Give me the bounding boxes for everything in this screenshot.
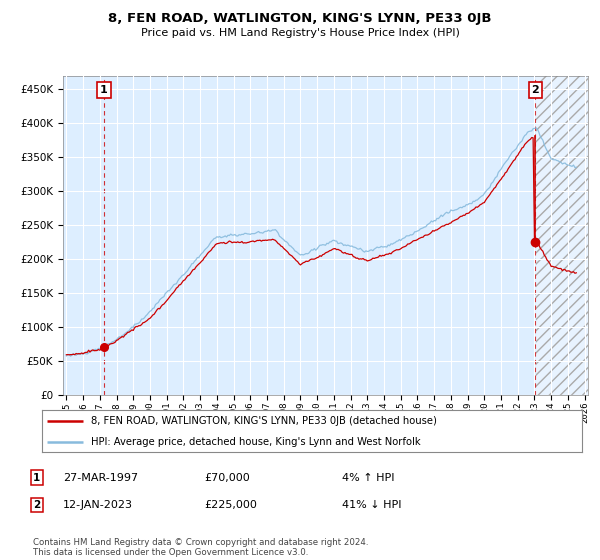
Text: Contains HM Land Registry data © Crown copyright and database right 2024.
This d: Contains HM Land Registry data © Crown c… bbox=[33, 538, 368, 557]
Text: 4% ↑ HPI: 4% ↑ HPI bbox=[342, 473, 395, 483]
Text: £70,000: £70,000 bbox=[204, 473, 250, 483]
Text: £225,000: £225,000 bbox=[204, 500, 257, 510]
Text: 1: 1 bbox=[33, 473, 40, 483]
Text: 41% ↓ HPI: 41% ↓ HPI bbox=[342, 500, 401, 510]
Text: 2: 2 bbox=[531, 85, 539, 95]
Text: 12-JAN-2023: 12-JAN-2023 bbox=[63, 500, 133, 510]
Text: 8, FEN ROAD, WATLINGTON, KING'S LYNN, PE33 0JB (detached house): 8, FEN ROAD, WATLINGTON, KING'S LYNN, PE… bbox=[91, 416, 436, 426]
Text: 1: 1 bbox=[100, 85, 108, 95]
Text: 8, FEN ROAD, WATLINGTON, KING'S LYNN, PE33 0JB: 8, FEN ROAD, WATLINGTON, KING'S LYNN, PE… bbox=[108, 12, 492, 25]
Text: HPI: Average price, detached house, King's Lynn and West Norfolk: HPI: Average price, detached house, King… bbox=[91, 437, 420, 446]
Text: Price paid vs. HM Land Registry's House Price Index (HPI): Price paid vs. HM Land Registry's House … bbox=[140, 28, 460, 38]
Bar bbox=[536, 76, 593, 395]
Text: 27-MAR-1997: 27-MAR-1997 bbox=[63, 473, 138, 483]
Text: 2: 2 bbox=[33, 500, 40, 510]
